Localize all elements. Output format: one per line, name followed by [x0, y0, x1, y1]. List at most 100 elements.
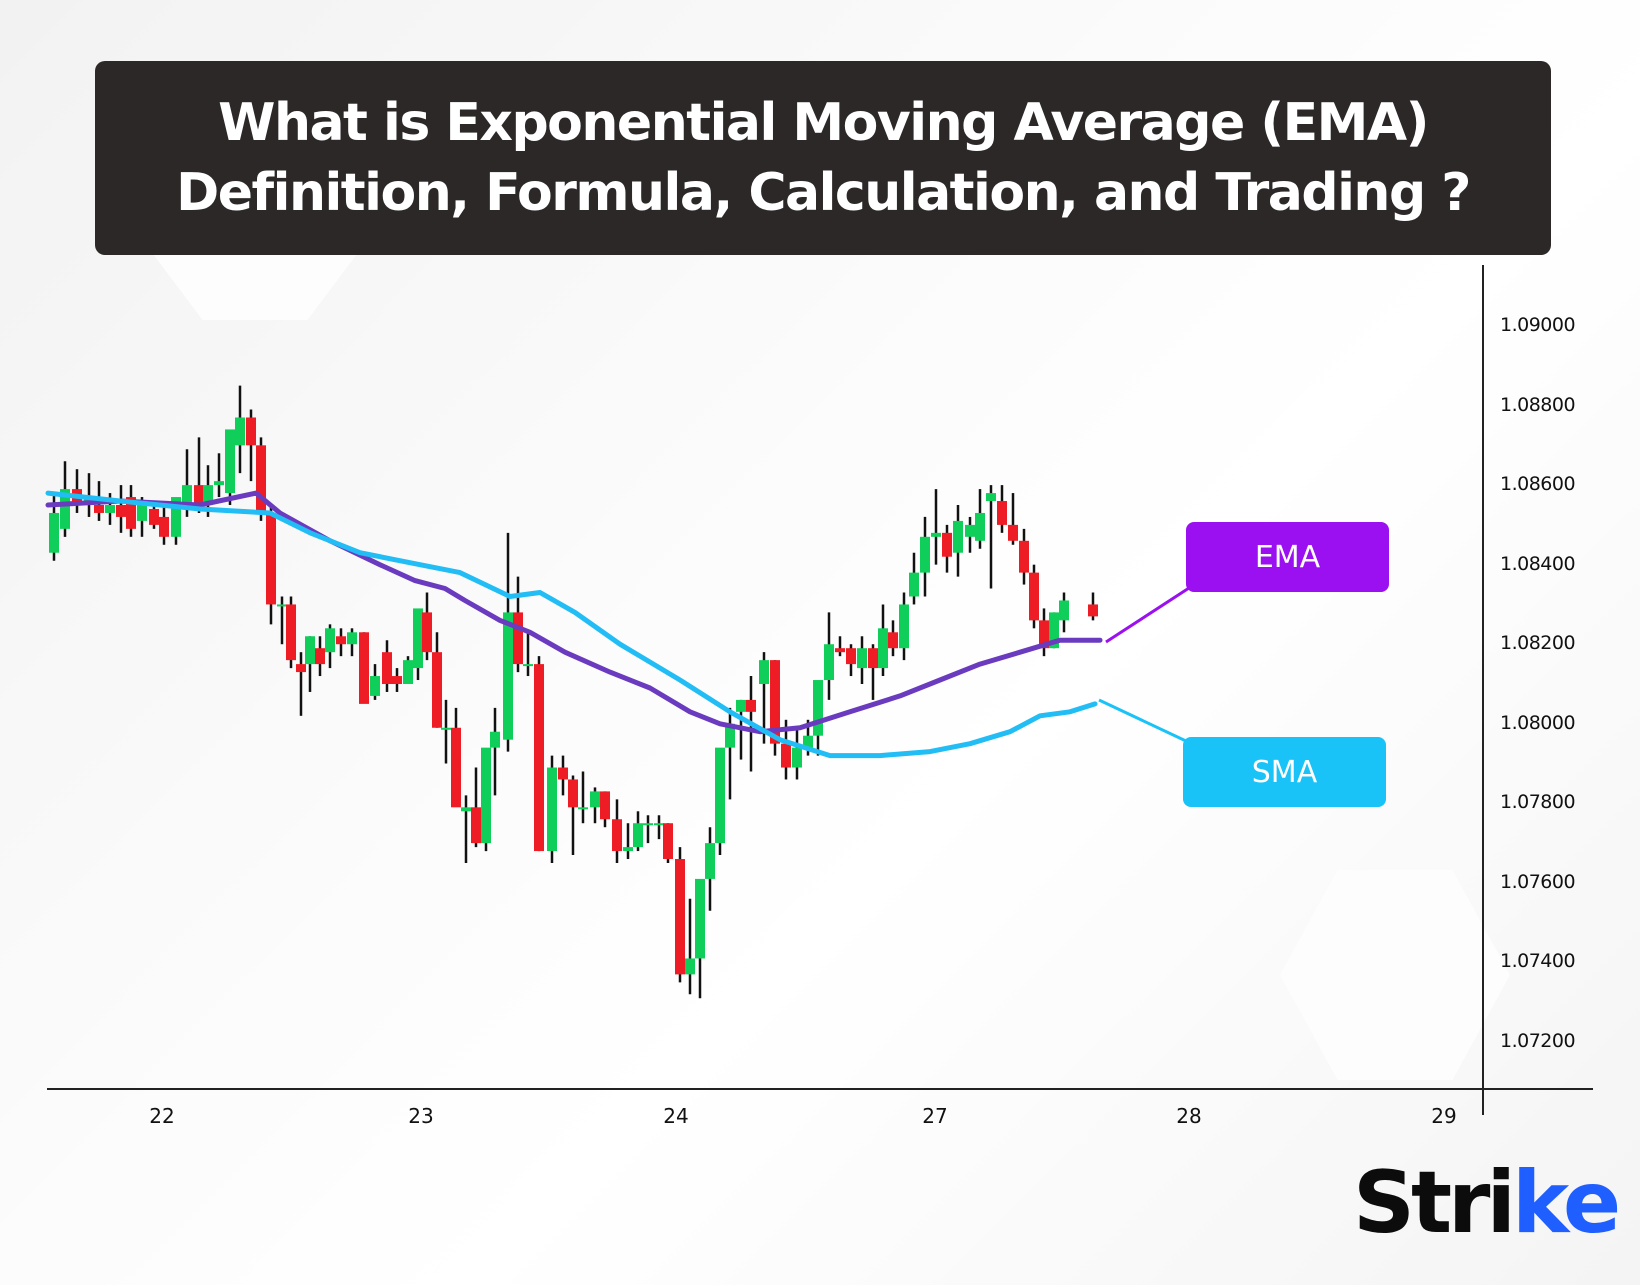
candle-body [159, 516, 169, 537]
candle-body [685, 958, 695, 975]
candle [578, 771, 588, 824]
y-tick-label: 1.08800 [1500, 393, 1576, 416]
candle [72, 469, 82, 513]
candle [60, 461, 70, 537]
candle-body [1008, 524, 1018, 541]
candle-body [347, 632, 357, 645]
candle-body [792, 747, 802, 768]
candle [997, 485, 1007, 533]
candle-body [888, 632, 898, 649]
candle-body [953, 520, 963, 553]
candle [116, 485, 126, 533]
candle-body [116, 505, 126, 517]
candle [325, 624, 335, 669]
candle [461, 795, 471, 863]
strike-logo: Strike [1353, 1160, 1621, 1246]
candle [392, 668, 402, 692]
chart-axes [47, 265, 1593, 1115]
candle-body [286, 604, 296, 661]
candle [965, 516, 975, 553]
x-tick-label: 28 [1176, 1104, 1202, 1128]
y-tick-label: 1.07400 [1500, 950, 1576, 973]
candle [503, 532, 513, 752]
candle-body [813, 680, 823, 736]
candle-body [899, 604, 909, 649]
candle-body [600, 791, 610, 820]
candle-body [277, 604, 287, 607]
candle-body [633, 823, 643, 848]
y-tick-label: 1.08600 [1500, 473, 1576, 496]
candle [481, 747, 491, 852]
candle-body [513, 612, 523, 665]
candle-body [149, 508, 159, 525]
candle [888, 620, 898, 657]
candle [246, 409, 256, 482]
candle [846, 644, 856, 677]
candle-body [296, 664, 306, 673]
ema-callout-label: EMA [1254, 539, 1321, 575]
candle [920, 516, 930, 597]
candle [214, 453, 224, 498]
candle [633, 811, 643, 852]
candle-body [413, 608, 423, 669]
candle-body [60, 489, 70, 529]
candle-body [403, 660, 413, 684]
candle-body [315, 648, 325, 665]
candle-body [663, 823, 673, 860]
candle-body [931, 532, 941, 537]
candle [899, 592, 909, 661]
title-line-1: What is Exponential Moving Average (EMA) [218, 93, 1429, 153]
candle-body [194, 485, 204, 505]
candle-body [336, 636, 346, 645]
candle-body [803, 735, 813, 748]
y-tick-label: 1.08400 [1500, 552, 1576, 575]
candle-body [266, 512, 276, 605]
candle-body [654, 823, 664, 826]
candle [623, 823, 633, 860]
candle [534, 656, 544, 852]
candle-body [392, 676, 402, 684]
candle [568, 775, 578, 856]
candle-body [835, 648, 845, 653]
candle-body [578, 807, 588, 810]
candle [986, 485, 996, 589]
candle-body [246, 417, 256, 446]
candle-body [975, 512, 985, 541]
candle [643, 815, 653, 844]
candle-body [965, 524, 975, 537]
sma-connector [1098, 698, 1187, 743]
candle [1008, 493, 1018, 545]
candle [422, 592, 432, 661]
candle-body [370, 676, 380, 696]
background-hexagon [1280, 870, 1510, 1080]
candle [347, 628, 357, 657]
y-tick-label: 1.09000 [1500, 314, 1576, 336]
candle [878, 604, 888, 677]
candle [441, 699, 451, 764]
candle [857, 636, 867, 684]
candle [403, 656, 413, 684]
candle [305, 636, 315, 692]
candle [1039, 608, 1049, 657]
candle [235, 385, 245, 474]
candle [523, 632, 533, 677]
candle [126, 485, 136, 537]
candle-body [182, 485, 192, 505]
candle-body [235, 417, 245, 446]
y-tick-label: 1.07800 [1500, 791, 1576, 814]
candle-body [203, 485, 213, 505]
candle-body [857, 648, 867, 669]
candle-body [325, 628, 335, 653]
candle [382, 640, 392, 692]
candle [868, 644, 878, 700]
candle [359, 632, 369, 704]
candle [590, 787, 600, 824]
candle-body [441, 727, 451, 730]
y-tick-label: 1.07600 [1500, 870, 1576, 893]
candle-body [547, 767, 557, 852]
candle-body [643, 823, 653, 826]
candle [159, 505, 169, 545]
candle-body [781, 743, 791, 768]
candle-body [1049, 612, 1059, 649]
candle [725, 707, 735, 800]
